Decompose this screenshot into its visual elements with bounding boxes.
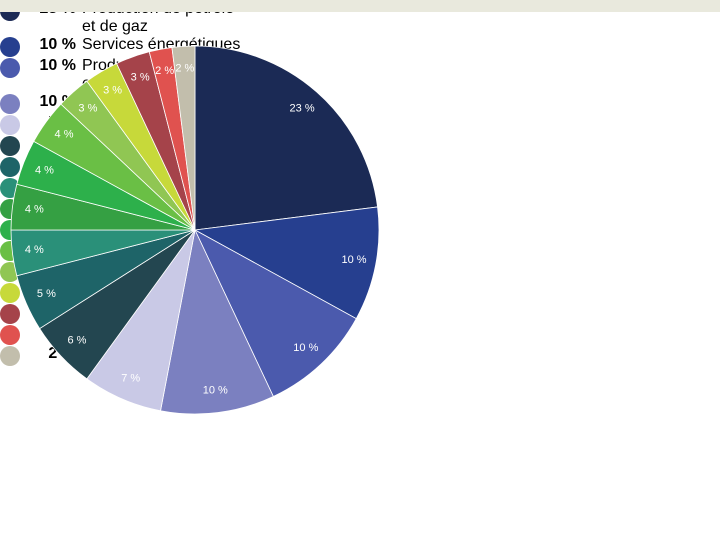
legend-swatch xyxy=(0,37,20,57)
legend-swatch xyxy=(0,136,20,156)
pie-chart: 23 % 10 % 10 % 10 % 7 % 6 % 5 % 4 % 4 % 4 % 4 % 3 %… xyxy=(10,45,380,415)
pie-slice xyxy=(171,45,196,231)
legend-swatch xyxy=(0,157,20,177)
slice-label: 4 % xyxy=(35,164,54,176)
legend-swatch xyxy=(0,58,20,78)
slice-label: 3 % xyxy=(78,102,97,114)
legend-value: 10 % xyxy=(39,36,76,53)
slice-label: 4 % xyxy=(55,129,74,141)
slice-label: 4 % xyxy=(25,204,44,216)
legend-swatch xyxy=(0,94,20,114)
legend-swatch xyxy=(0,325,20,345)
slice-label: 7 % xyxy=(121,373,140,385)
legend-swatch xyxy=(0,304,20,324)
legend-swatch xyxy=(0,115,20,135)
slice-label: 23 % xyxy=(290,102,315,114)
slice-label: 2 % xyxy=(175,62,194,74)
pie-slice xyxy=(194,229,357,398)
slice-label: 3 % xyxy=(103,85,122,97)
pie-slice xyxy=(194,45,378,231)
slice-label: 5 % xyxy=(37,288,56,300)
slice-label: 2 % xyxy=(155,65,174,77)
slice-label: 3 % xyxy=(131,72,150,84)
slice-label: 10 % xyxy=(342,254,367,266)
pie-slice xyxy=(193,206,380,320)
slice-label: 10 % xyxy=(203,385,228,397)
top-strip xyxy=(0,0,720,12)
legend-swatch xyxy=(0,283,20,303)
slice-label: 10 % xyxy=(293,342,318,354)
slice-label: 4 % xyxy=(25,244,44,256)
slice-label: 6 % xyxy=(67,335,86,347)
legend-swatch xyxy=(0,346,20,366)
legend-value: 10 % xyxy=(39,57,76,74)
pie-slice xyxy=(160,228,274,415)
